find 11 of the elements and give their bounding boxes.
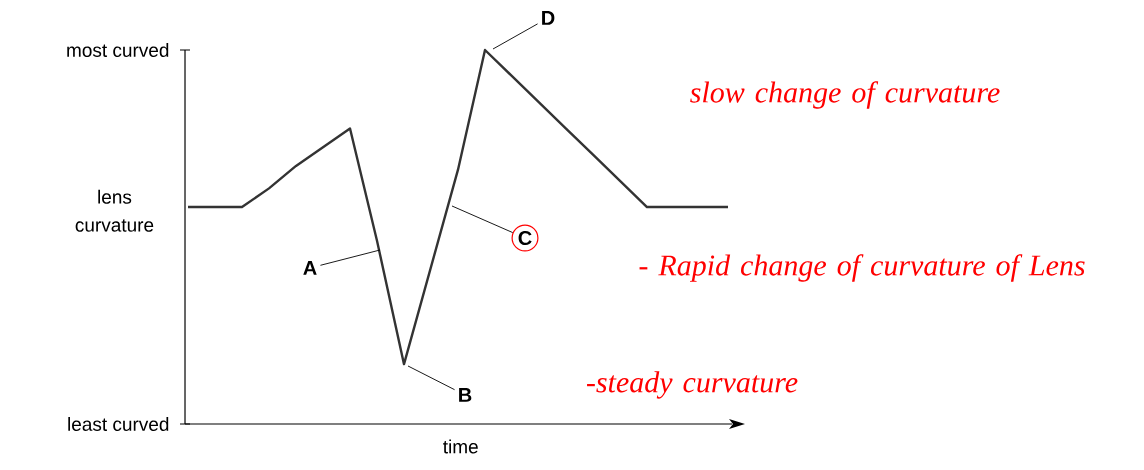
annotation: B	[459, 388, 472, 402]
annotation: - Rapid change of curvature of Lens	[639, 254, 1085, 282]
annotation: -steady curvature	[587, 371, 798, 399]
annotation: A	[303, 261, 317, 275]
y-axis-title: lens curvature	[75, 189, 154, 232]
annotation: C	[518, 230, 532, 246]
x-axis-title: time	[443, 439, 478, 454]
text: D	[542, 11, 555, 25]
text: least curved	[68, 417, 169, 431]
text: most curved	[67, 43, 169, 57]
annotation: slow change of curvature	[690, 81, 1000, 109]
